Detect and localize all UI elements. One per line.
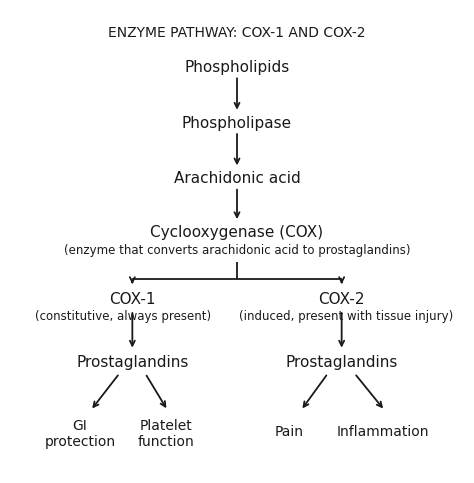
- Text: Inflammation: Inflammation: [337, 425, 429, 439]
- Text: COX-2: COX-2: [319, 292, 365, 307]
- Text: (enzyme that converts arachidonic acid to prostaglandins): (enzyme that converts arachidonic acid t…: [64, 244, 410, 257]
- Text: Phospholipids: Phospholipids: [184, 60, 290, 75]
- Text: GI
protection: GI protection: [45, 419, 116, 449]
- Text: COX-1: COX-1: [109, 292, 155, 307]
- Text: Cyclooxygenase (COX): Cyclooxygenase (COX): [150, 225, 324, 240]
- Text: Prostaglandins: Prostaglandins: [76, 355, 189, 369]
- Text: Prostaglandins: Prostaglandins: [285, 355, 398, 369]
- Text: Platelet
function: Platelet function: [138, 419, 195, 449]
- Text: ENZYME PATHWAY: COX-1 AND COX-2: ENZYME PATHWAY: COX-1 AND COX-2: [108, 26, 366, 40]
- Text: Arachidonic acid: Arachidonic acid: [173, 171, 301, 186]
- Text: Pain: Pain: [275, 425, 304, 439]
- Text: Phospholipase: Phospholipase: [182, 116, 292, 131]
- Text: (constitutive, always present): (constitutive, always present): [35, 310, 211, 323]
- Text: (induced, present with tissue injury): (induced, present with tissue injury): [239, 310, 453, 323]
